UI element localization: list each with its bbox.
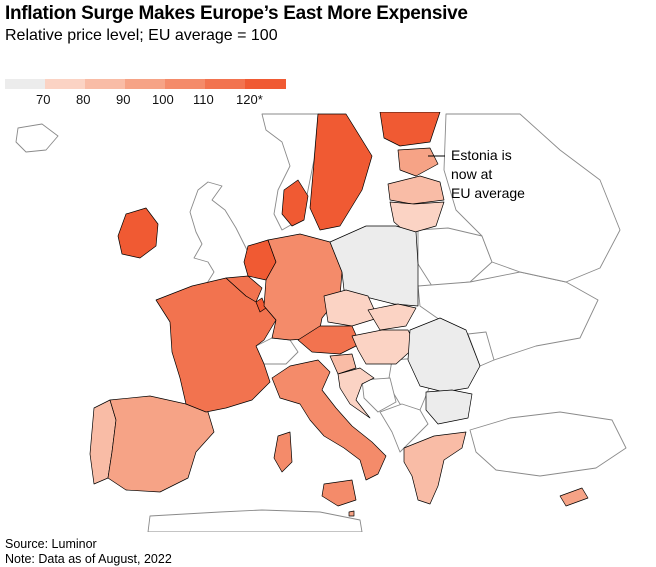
legend-bin-3	[125, 79, 165, 89]
chart-footer: Source: Luminor Note: Data as of August,…	[5, 537, 172, 567]
country-germany	[263, 233, 343, 341]
country-slovakia	[367, 303, 417, 331]
country-denmark	[281, 179, 309, 227]
country-estonia	[397, 147, 439, 177]
country-latvia	[387, 175, 445, 205]
country-italy-sicily	[321, 479, 357, 507]
legend-tick-70: 70	[36, 92, 51, 107]
data-note: Note: Data as of August, 2022	[5, 552, 172, 566]
country-bulgaria	[425, 389, 473, 425]
country-ukraine	[417, 271, 599, 361]
legend-tick-120: 120*	[236, 92, 263, 107]
annotation-line-2: now at	[451, 166, 493, 182]
legend-tick-80: 80	[76, 92, 91, 107]
country-italy	[271, 359, 387, 481]
country-belgium	[225, 275, 263, 303]
legend-tick-90: 90	[116, 92, 131, 107]
estonia-annotation: Estonia is now at EU average	[451, 146, 525, 203]
source-note: Source: Luminor	[5, 537, 97, 551]
color-legend: 70 80 90 100 110 120*	[5, 79, 286, 109]
legend-tick-110: 110	[193, 92, 214, 107]
country-poland	[329, 225, 419, 307]
country-lithuania	[389, 201, 445, 235]
country-turkey	[469, 411, 627, 477]
chart-subtitle: Relative price level; EU average = 100	[5, 27, 278, 44]
country-spain	[107, 395, 215, 493]
country-finland	[379, 112, 441, 147]
country-western-balkans	[379, 403, 429, 453]
country-sweden	[309, 113, 373, 231]
legend-bin-1	[45, 79, 85, 89]
country-italy-sardinia	[273, 431, 293, 473]
region-north-africa	[147, 509, 363, 532]
europe-map	[15, 112, 627, 532]
legend-bin-5	[205, 79, 245, 89]
country-bosnia	[361, 377, 397, 413]
country-greece	[403, 431, 467, 505]
country-slovenia	[329, 353, 357, 375]
chart-title: Inflation Surge Makes Europe’s East More…	[5, 3, 468, 24]
country-croatia	[337, 367, 375, 419]
legend-tick-100: 100	[152, 92, 174, 107]
country-hungary	[351, 329, 417, 365]
legend-bin-0	[5, 79, 45, 89]
annotation-line-3: EU average	[451, 185, 525, 201]
country-romania	[407, 317, 481, 393]
annotation-line-1: Estonia is	[451, 147, 512, 163]
legend-bin-4	[165, 79, 205, 89]
legend-bin-2	[85, 79, 125, 89]
country-cyprus	[559, 487, 589, 507]
country-belarus	[417, 227, 493, 287]
country-malta	[348, 510, 355, 517]
country-ireland	[117, 207, 159, 259]
island-faroe	[15, 123, 59, 153]
legend-bin-6	[245, 79, 286, 89]
country-russia	[443, 113, 621, 283]
